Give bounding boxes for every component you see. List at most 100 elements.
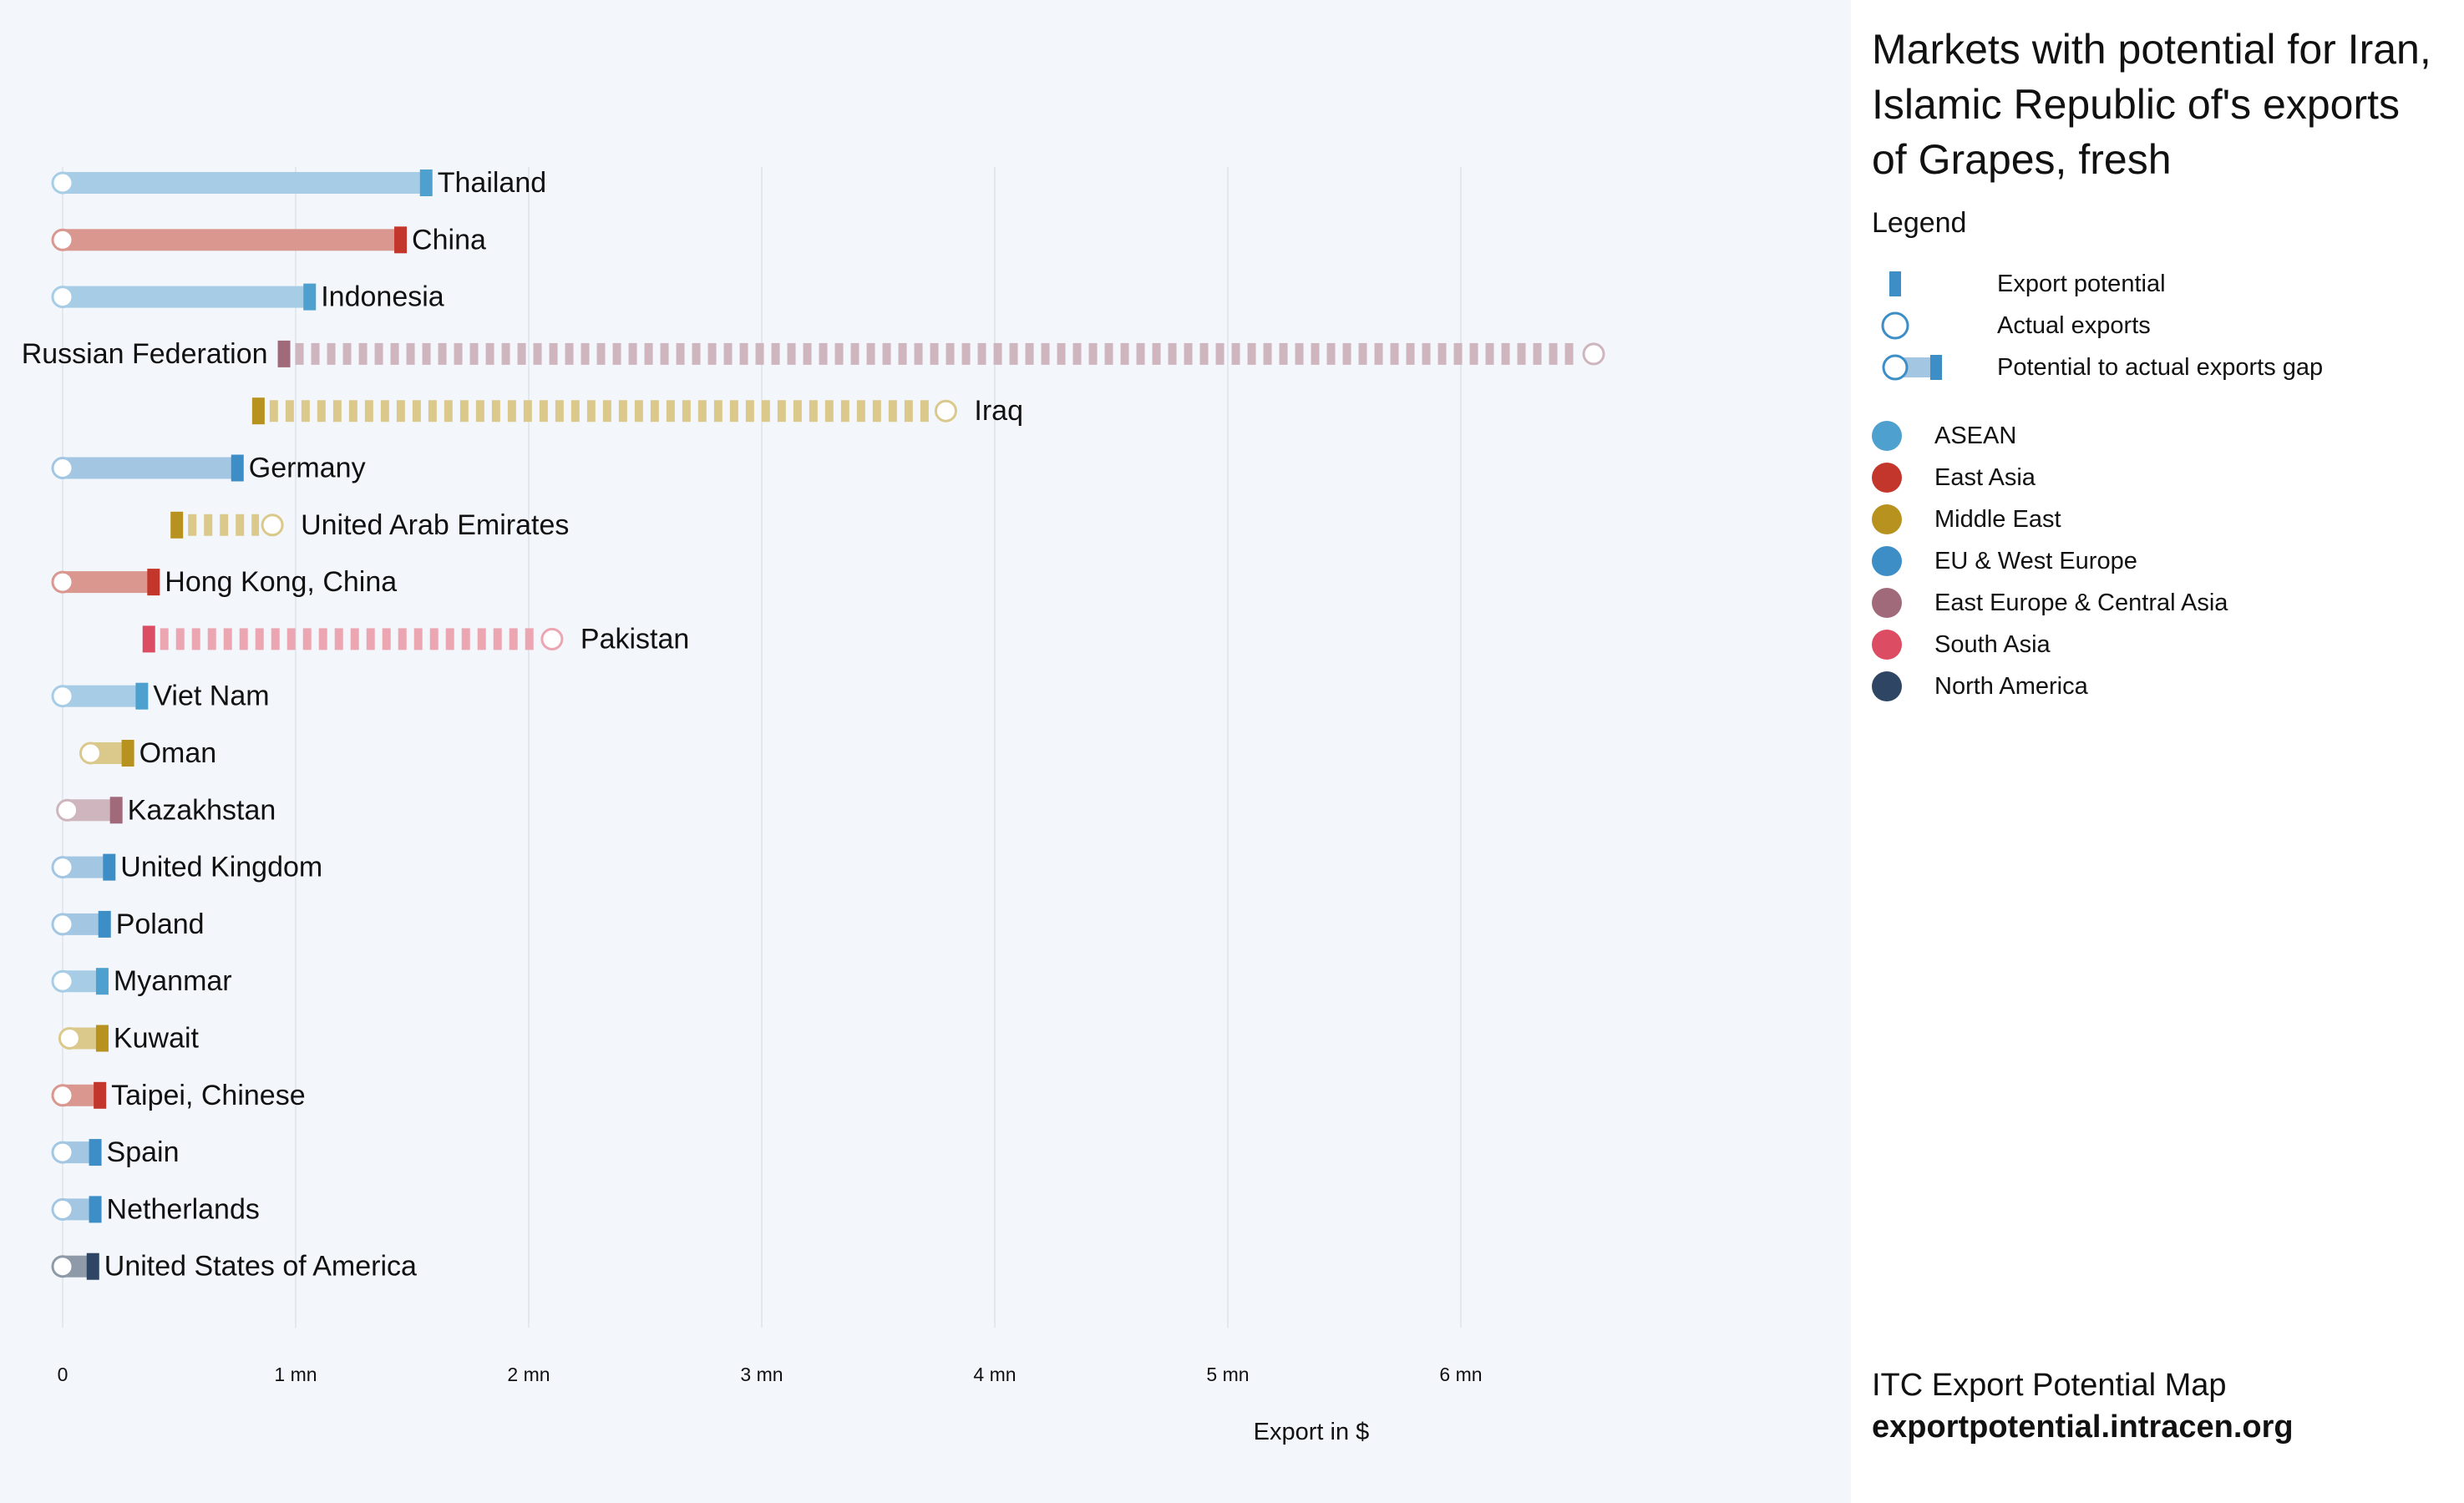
market-label: Netherlands [107, 1193, 260, 1225]
export-potential-marker [394, 226, 408, 254]
legend-actual-exports: Actual exports [1872, 309, 2440, 342]
actual-exports-marker [1582, 342, 1605, 366]
export-potential-marker [251, 397, 265, 425]
region-color-swatch [1872, 588, 1902, 618]
x-tick-label: 1 mn [274, 1364, 317, 1385]
market-label: United Arab Emirates [301, 509, 569, 541]
gap-bar-icon [1882, 354, 1942, 381]
x-tick-label: 3 mn [740, 1364, 783, 1385]
export-potential-marker [419, 170, 433, 196]
gap-bar [63, 457, 238, 479]
region-color-swatch [1872, 463, 1902, 493]
market-label: Poland [116, 908, 205, 940]
region-legend-item-asean: ASEAN [1872, 419, 2440, 453]
market-label: Taipei, Chinese [111, 1080, 305, 1111]
region-color-swatch [1872, 630, 1902, 660]
export-potential-marker [86, 1252, 99, 1280]
x-tick-label: 4 mn [973, 1364, 1016, 1385]
export-potential-marker [231, 454, 244, 482]
market-label: Spain [107, 1136, 180, 1168]
export-potential-marker-icon [1889, 271, 1901, 296]
export-potential-marker [147, 569, 160, 596]
market-row: Indonesia [51, 281, 444, 313]
market-row: Poland [51, 908, 205, 940]
actual-exports-marker [51, 856, 74, 879]
market-row: Taipei, Chinese [51, 1080, 306, 1111]
region-color-swatch [1872, 504, 1902, 534]
market-label: Pakistan [581, 623, 689, 655]
export-potential-marker [89, 1196, 102, 1223]
market-label: Germany [249, 452, 366, 483]
gap-bar [63, 172, 427, 194]
market-row: China [51, 224, 486, 256]
market-label: Thailand [438, 167, 546, 199]
x-tick-label: 0 [58, 1364, 68, 1385]
market-label: Viet Nam [153, 681, 269, 712]
source-name: ITC Export Potential Map [1872, 1368, 2227, 1403]
market-row: Hong Kong, China [51, 566, 397, 598]
actual-exports-marker [79, 741, 102, 765]
region-label: East Asia [1934, 464, 2036, 491]
region-legend-item-east-asia: East Asia [1872, 461, 2440, 494]
actual-exports-marker [58, 1027, 81, 1050]
region-color-swatch [1872, 671, 1902, 701]
market-row: Russian Federation [22, 338, 1605, 370]
market-row: Spain [51, 1136, 180, 1168]
region-color-swatch [1872, 421, 1902, 451]
actual-exports-marker [934, 399, 957, 423]
market-label: Indonesia [321, 281, 444, 313]
export-potential-marker [95, 968, 109, 995]
market-row: Oman [79, 737, 216, 769]
region-label: East Europe & Central Asia [1934, 590, 2228, 616]
market-row: Netherlands [51, 1193, 260, 1225]
market-row: Pakistan [142, 623, 689, 655]
export-potential-marker [103, 853, 116, 881]
legend-actual-exports-label: Actual exports [1997, 312, 2151, 339]
market-label: Myanmar [114, 965, 232, 997]
region-color-swatch [1872, 546, 1902, 576]
actual-exports-marker [51, 913, 74, 936]
export-potential-marker [142, 625, 155, 653]
export-potential-marker [135, 682, 149, 710]
market-row: United States of America [51, 1251, 417, 1283]
market-label: United States of America [104, 1251, 417, 1283]
market-label: Russian Federation [22, 338, 268, 370]
market-label: Kuwait [114, 1022, 200, 1054]
side-panel: Markets with potential for Iran, Islamic… [1851, 0, 2464, 1503]
gap-bar [63, 229, 401, 251]
gap-bar [63, 571, 154, 594]
market-row: Viet Nam [51, 681, 270, 712]
chart-area: 0 1 mn 2 mn 3 mn 4 mn 5 mn 6 mn Export in $ Thai… [21, 166, 1605, 1445]
actual-exports-marker [51, 685, 74, 708]
export-potential-marker [303, 283, 317, 311]
x-tick-label: 2 mn [507, 1364, 550, 1385]
actual-exports-circle-icon [1881, 311, 1909, 340]
market-label: Hong Kong, China [165, 566, 397, 598]
region-label: South Asia [1934, 631, 2051, 658]
export-potential-marker [95, 1025, 109, 1052]
actual-exports-marker [51, 570, 74, 594]
actual-exports-marker [51, 457, 74, 479]
market-row: Myanmar [51, 965, 232, 997]
legend-gap-label: Potential to actual exports gap [1997, 354, 2324, 381]
actual-exports-marker [51, 171, 74, 195]
chart-title: Markets with potential for Iran, Islamic… [1872, 26, 2431, 183]
legend-gap: Potential to actual exports gap [1872, 351, 2440, 384]
legend-export-potential: Export potential [1872, 267, 2440, 301]
export-potential-marker [98, 910, 111, 938]
actual-exports-marker [51, 969, 74, 993]
x-axis-title: Export in $ [1254, 1419, 1370, 1445]
export-potential-marker [94, 1081, 107, 1109]
market-row: United Kingdom [51, 852, 322, 883]
actual-exports-marker [51, 228, 74, 251]
gap-bar [63, 685, 142, 707]
market-label: Kazakhstan [128, 794, 276, 826]
x-tick-label: 6 mn [1439, 1364, 1482, 1385]
source-url[interactable]: exportpotential.intracen.org [1872, 1409, 2294, 1445]
region-legend-item-east-europe-central-asia: East Europe & Central Asia [1872, 586, 2440, 620]
region-legend-item-middle-east: Middle East [1872, 503, 2440, 536]
market-label: Iraq [974, 395, 1023, 427]
market-row: Thailand [51, 167, 546, 199]
actual-exports-marker [56, 798, 79, 822]
region-label: North America [1934, 673, 2088, 700]
